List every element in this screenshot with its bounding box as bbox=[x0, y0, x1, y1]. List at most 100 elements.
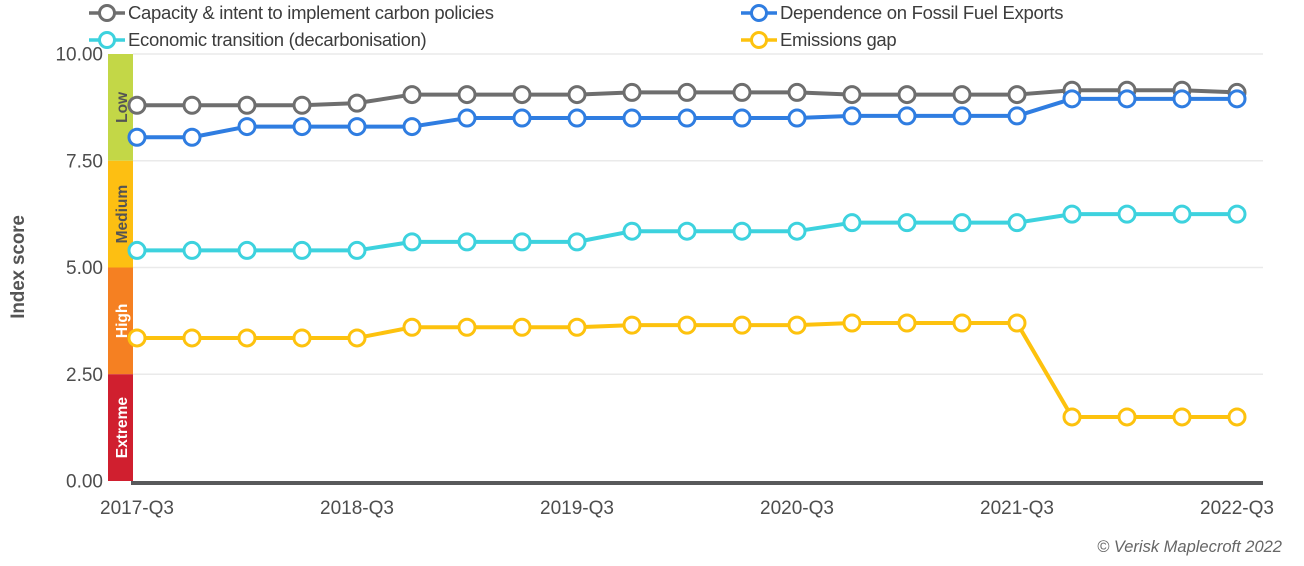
data-point bbox=[567, 108, 587, 128]
data-point bbox=[567, 232, 587, 252]
data-point bbox=[897, 85, 917, 105]
data-point bbox=[897, 106, 917, 126]
data-point bbox=[347, 328, 367, 348]
data-point bbox=[622, 108, 642, 128]
legend-label: Dependence on Fossil Fuel Exports bbox=[780, 2, 1064, 23]
data-point bbox=[732, 221, 752, 241]
data-point bbox=[457, 232, 477, 252]
data-point bbox=[1007, 313, 1027, 333]
legend-marker-capacity-icon bbox=[89, 4, 125, 22]
data-point bbox=[1227, 407, 1247, 427]
data-point bbox=[787, 108, 807, 128]
data-point bbox=[1227, 89, 1247, 109]
data-point bbox=[1172, 407, 1192, 427]
data-point bbox=[897, 313, 917, 333]
data-point bbox=[787, 82, 807, 102]
data-point bbox=[622, 82, 642, 102]
data-point bbox=[842, 106, 862, 126]
data-point bbox=[457, 317, 477, 337]
data-point bbox=[237, 240, 257, 260]
data-point bbox=[182, 95, 202, 115]
data-point bbox=[952, 213, 972, 233]
data-point bbox=[1117, 204, 1137, 224]
x-tick-label: 2021-Q3 bbox=[980, 498, 1054, 519]
legend-item-emissions[interactable]: Emissions gap bbox=[740, 28, 897, 52]
data-point bbox=[347, 240, 367, 260]
data-point bbox=[292, 328, 312, 348]
x-tick-label: 2018-Q3 bbox=[320, 498, 394, 519]
data-point bbox=[1007, 106, 1027, 126]
data-point bbox=[292, 95, 312, 115]
data-point bbox=[402, 317, 422, 337]
data-point bbox=[677, 108, 697, 128]
data-point bbox=[842, 85, 862, 105]
data-point bbox=[512, 317, 532, 337]
y-tick-label: 2.50 bbox=[66, 365, 103, 386]
data-point bbox=[1172, 204, 1192, 224]
data-point bbox=[127, 127, 147, 147]
data-point bbox=[402, 232, 422, 252]
data-point bbox=[952, 85, 972, 105]
data-point bbox=[677, 315, 697, 335]
data-point bbox=[732, 108, 752, 128]
data-point bbox=[567, 85, 587, 105]
legend-marker-emissions-icon bbox=[741, 31, 777, 49]
data-point bbox=[457, 108, 477, 128]
risk-band-high bbox=[108, 267, 133, 375]
band-label: High bbox=[114, 304, 131, 338]
y-tick-label: 0.00 bbox=[66, 472, 103, 493]
data-point bbox=[127, 328, 147, 348]
band-label: Low bbox=[114, 91, 131, 123]
data-point bbox=[1007, 85, 1027, 105]
data-point bbox=[1062, 89, 1082, 109]
data-point bbox=[1117, 89, 1137, 109]
data-point bbox=[127, 240, 147, 260]
legend-item-capacity[interactable]: Capacity & intent to implement carbon po… bbox=[88, 1, 494, 25]
band-label: Extreme bbox=[114, 397, 131, 459]
data-point bbox=[182, 328, 202, 348]
data-point bbox=[237, 117, 257, 137]
data-point bbox=[677, 221, 697, 241]
data-point bbox=[842, 213, 862, 233]
data-point bbox=[347, 93, 367, 113]
data-point bbox=[732, 82, 752, 102]
legend-marker-dependence-icon bbox=[741, 4, 777, 22]
data-point bbox=[292, 240, 312, 260]
legend-item-dependence[interactable]: Dependence on Fossil Fuel Exports bbox=[740, 1, 1063, 25]
data-point bbox=[1062, 407, 1082, 427]
data-point bbox=[237, 328, 257, 348]
data-point bbox=[842, 313, 862, 333]
chart-legend: Capacity & intent to implement carbon po… bbox=[0, 0, 1304, 54]
data-point bbox=[182, 127, 202, 147]
data-point bbox=[1007, 213, 1027, 233]
x-tick-label: 2019-Q3 bbox=[540, 498, 614, 519]
band-label: Medium bbox=[114, 185, 131, 244]
data-point bbox=[952, 313, 972, 333]
data-point bbox=[787, 221, 807, 241]
data-point bbox=[732, 315, 752, 335]
legend-label: Economic transition (decarbonisation) bbox=[128, 29, 427, 50]
data-point bbox=[567, 317, 587, 337]
data-point bbox=[1062, 204, 1082, 224]
data-point bbox=[512, 232, 532, 252]
data-point bbox=[512, 108, 532, 128]
data-point bbox=[292, 117, 312, 137]
data-point bbox=[1117, 407, 1137, 427]
data-point bbox=[457, 85, 477, 105]
data-point bbox=[402, 85, 422, 105]
data-point bbox=[1172, 89, 1192, 109]
y-tick-label: 10.00 bbox=[55, 45, 103, 66]
legend-label: Capacity & intent to implement carbon po… bbox=[128, 2, 494, 23]
x-tick-label: 2017-Q3 bbox=[100, 498, 174, 519]
y-tick-label: 7.50 bbox=[66, 151, 103, 172]
data-point bbox=[127, 95, 147, 115]
data-point bbox=[512, 85, 532, 105]
x-tick-label: 2020-Q3 bbox=[760, 498, 834, 519]
legend-label: Emissions gap bbox=[780, 29, 897, 50]
data-point bbox=[622, 221, 642, 241]
data-point bbox=[1227, 204, 1247, 224]
legend-item-economic[interactable]: Economic transition (decarbonisation) bbox=[88, 28, 427, 52]
data-point bbox=[677, 82, 697, 102]
data-point bbox=[787, 315, 807, 335]
